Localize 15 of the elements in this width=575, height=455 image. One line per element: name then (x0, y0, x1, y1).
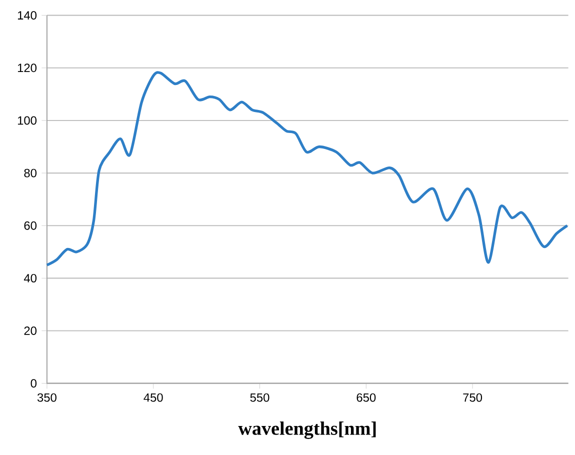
x-tick-label: 450 (144, 393, 163, 402)
y-tick-label: 120 (18, 64, 37, 72)
x-tick-label: 650 (356, 393, 376, 402)
x-tick-label: 550 (250, 393, 270, 402)
x-axis-title: wavelengths[nm] (238, 421, 376, 439)
y-tick-label: 80 (24, 168, 37, 178)
y-tick-label: 60 (24, 221, 37, 230)
x-tick-label: 350 (37, 393, 56, 402)
y-tick-label: 140 (18, 11, 37, 20)
line-series (46, 72, 569, 266)
y-tick-label: 20 (24, 326, 37, 335)
y-tick-label: 0 (30, 379, 37, 388)
x-tick-label: 750 (463, 393, 482, 402)
y-tick-label: 40 (24, 274, 37, 282)
y-tick-label: 100 (18, 116, 37, 125)
